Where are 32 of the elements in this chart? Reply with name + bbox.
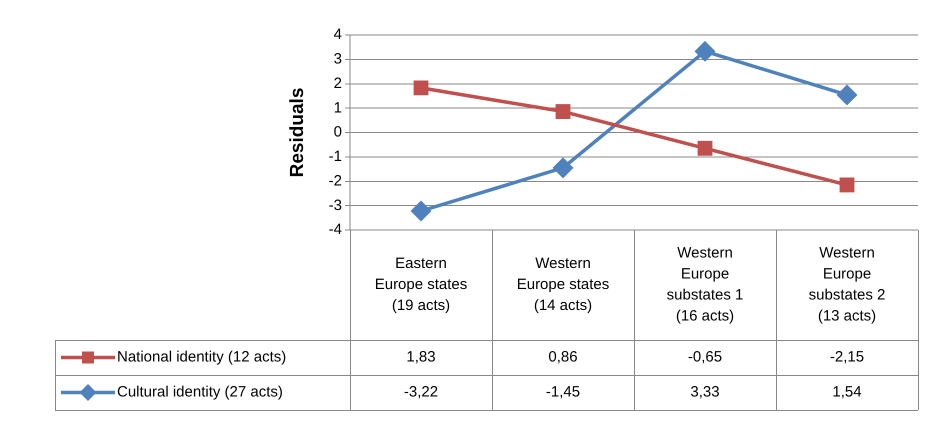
- point: [695, 42, 715, 62]
- y-tick-label: 1: [334, 99, 342, 116]
- y-tick-label: -1: [328, 148, 342, 166]
- y-tick-label: 3: [334, 50, 342, 68]
- y-tick-label: 4: [334, 26, 342, 44]
- y-tick-label: -2: [328, 172, 342, 190]
- data-label: 1,83: [406, 348, 436, 366]
- point: [698, 140, 712, 156]
- legend-label: Cultural identity (27 acts): [117, 384, 283, 401]
- data-label: 1,54: [832, 384, 862, 401]
- y-axis-title: Residuals: [287, 88, 308, 178]
- y-tick-label: -3: [328, 196, 342, 214]
- point: [556, 104, 570, 119]
- y-tick-label: -4: [328, 221, 342, 238]
- data-label: -0,65: [688, 348, 722, 366]
- legend-label: National identity (12 acts): [117, 348, 286, 366]
- point: [414, 80, 428, 96]
- y-tick-label: 0: [334, 124, 342, 141]
- data-label: -1,45: [546, 384, 580, 401]
- x-tick-label: Western Europe substates 2 (13 acts): [808, 244, 886, 325]
- point: [840, 178, 854, 192]
- data-label: 0,86: [548, 348, 578, 366]
- data-label: -3,22: [404, 384, 438, 401]
- point: [837, 85, 857, 105]
- x-tick-label: Eastern Europe states (19 acts): [374, 255, 468, 314]
- data-label: 3,33: [690, 384, 720, 401]
- point: [411, 201, 431, 221]
- x-tick-label: Western Europe states (14 acts): [516, 255, 610, 314]
- data-label: -2,15: [830, 348, 864, 366]
- x-tick-label: Western Europe substates 1 (16 acts): [666, 244, 744, 325]
- point: [553, 158, 573, 178]
- y-tick-label: 2: [334, 74, 342, 92]
